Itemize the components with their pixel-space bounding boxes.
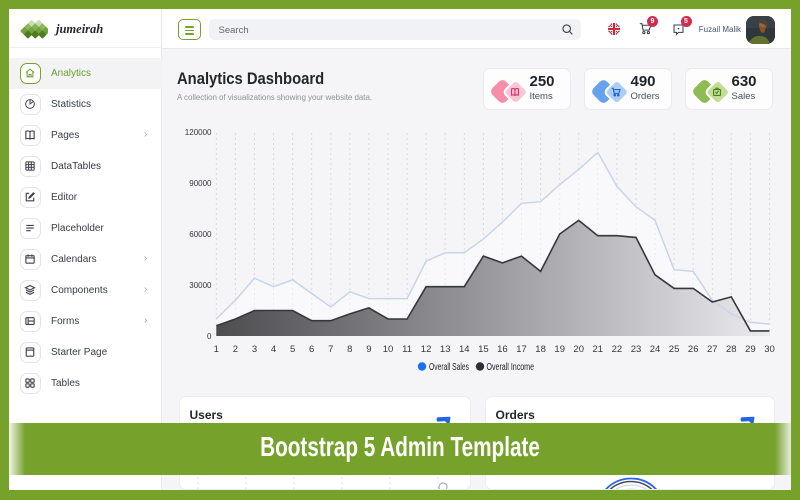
svg-text:12: 12 [421,344,432,355]
svg-text:9: 9 [366,344,371,355]
svg-text:3: 3 [252,344,257,355]
svg-text:20: 20 [573,344,584,355]
svg-text:Overall Sales: Overall Sales [429,362,469,373]
svg-text:15: 15 [478,344,489,355]
svg-text:16: 16 [497,344,508,355]
svg-text:90000: 90000 [189,179,212,188]
svg-text:8: 8 [347,344,352,355]
svg-text:25: 25 [669,344,680,355]
svg-text:23: 23 [631,344,642,355]
svg-text:27: 27 [707,344,718,355]
svg-text:26: 26 [688,344,699,355]
svg-text:19: 19 [554,344,565,355]
svg-text:30: 30 [764,344,775,355]
svg-text:1: 1 [214,344,219,355]
svg-text:22: 22 [612,344,623,355]
svg-text:13: 13 [440,344,451,355]
svg-text:4: 4 [271,344,276,355]
svg-text:14: 14 [459,344,470,355]
svg-text:29: 29 [745,344,756,355]
svg-text:60000: 60000 [189,230,212,239]
svg-text:120000: 120000 [185,128,212,137]
svg-text:2: 2 [233,344,238,355]
svg-text:24: 24 [650,344,661,355]
svg-text:6: 6 [309,344,314,355]
svg-text:30000: 30000 [189,281,212,290]
svg-text:18: 18 [535,344,546,355]
svg-text:17: 17 [516,344,527,355]
svg-text:10: 10 [383,344,394,355]
svg-text:0: 0 [207,332,212,341]
svg-text:28: 28 [726,344,737,355]
svg-text:7: 7 [328,344,333,355]
svg-text:11: 11 [402,344,412,355]
svg-text:21: 21 [593,344,604,355]
svg-text:Overall Income: Overall Income [487,362,535,373]
svg-text:5: 5 [290,344,295,355]
